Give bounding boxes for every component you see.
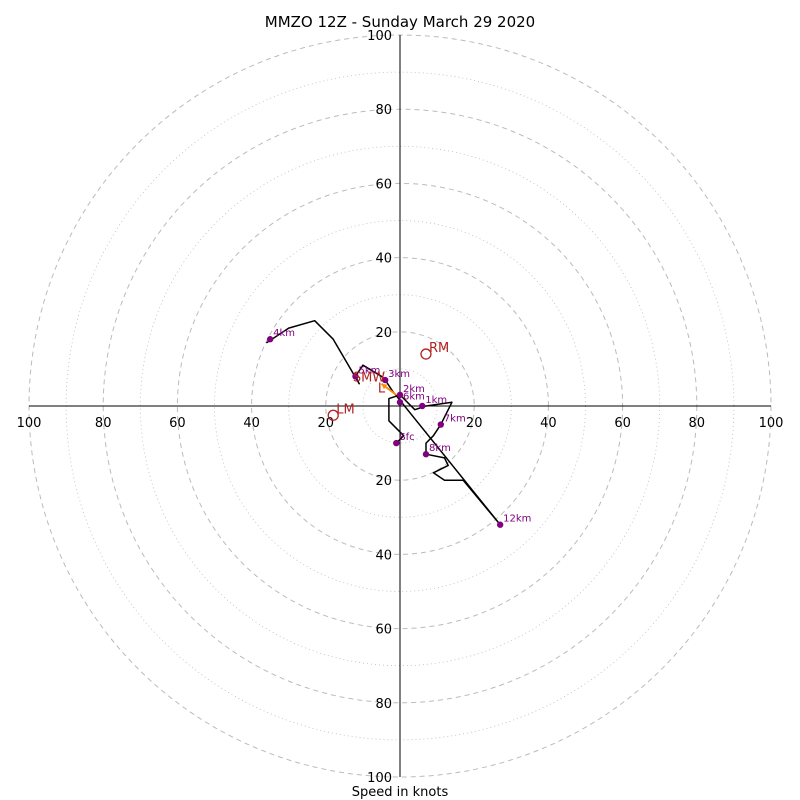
height-marker-3km <box>381 376 389 384</box>
height-label-sfc: Sfc <box>399 432 414 443</box>
height-marker-5km <box>352 373 359 380</box>
tick-label-left-20: 20 <box>318 416 335 431</box>
tick-label-right-100: 100 <box>759 416 784 431</box>
height-marker-6km <box>396 399 404 406</box>
height-label-2km: 2km <box>403 384 425 395</box>
tick-label-down-80: 80 <box>375 697 392 712</box>
mean-wind-arrow-head <box>381 383 388 390</box>
tick-label-left-40: 40 <box>243 416 260 431</box>
tick-labels: 20 20 20 20 40 40 40 40 60 60 60 60 80 80 80 80 100 100 10… <box>17 29 784 786</box>
storm-motion-label-lm: LM <box>336 402 354 417</box>
tick-label-left-100: 100 <box>17 416 42 431</box>
tick-label-right-20: 20 <box>466 416 483 431</box>
tick-label-down-100: 100 <box>367 771 392 786</box>
tick-label-down-40: 40 <box>375 548 392 563</box>
storm-motion-label-smw: SMW <box>353 370 385 385</box>
axes <box>29 35 771 777</box>
storm-motion-marker-rm <box>420 348 432 360</box>
tick-label-up-20: 20 <box>375 326 392 341</box>
height-marker-7km <box>437 421 445 428</box>
tick-label-up-100: 100 <box>367 29 392 44</box>
tick-label-right-80: 80 <box>689 416 706 431</box>
height-label-8km: 8km <box>429 443 451 454</box>
tick-label-right-40: 40 <box>540 416 557 431</box>
height-label-3km: 3km <box>388 369 410 380</box>
height-marker-4km <box>266 336 274 343</box>
tick-label-left-60: 60 <box>169 416 186 431</box>
height-marker-1km <box>419 402 426 410</box>
storm-motion-marker-lm <box>327 409 339 421</box>
tick-label-left-80: 80 <box>95 416 112 431</box>
chart-title: MMZO 12Z - Sunday March 29 2020 <box>265 13 535 31</box>
tick-label-down-20: 20 <box>375 474 392 489</box>
height-label-1km: 1km <box>425 395 447 406</box>
height-label-5km: 5km <box>358 365 380 376</box>
tick-label-up-40: 40 <box>375 252 392 267</box>
height-marker-2km <box>396 391 404 399</box>
tick-label-up-80: 80 <box>375 103 392 118</box>
height-label-12km: 12km <box>503 514 531 525</box>
x-axis-label: Speed in knots <box>352 785 449 800</box>
height-marker-sfc <box>393 439 400 447</box>
height-label-6km: 6km <box>403 391 425 402</box>
storm-motion-label-l: L <box>378 381 386 396</box>
wind-trace-line <box>265 319 501 526</box>
height-label-4km: 4km <box>273 328 295 339</box>
height-marker-12km <box>496 521 504 528</box>
storm-motion-label-rm: RM <box>429 341 449 356</box>
tick-label-up-60: 60 <box>375 177 392 192</box>
tick-label-right-60: 60 <box>614 416 631 431</box>
tick-label-down-60: 60 <box>375 623 392 638</box>
height-marker-8km <box>422 451 430 458</box>
hodograph-trace <box>265 319 501 526</box>
height-label-7km: 7km <box>444 414 466 425</box>
